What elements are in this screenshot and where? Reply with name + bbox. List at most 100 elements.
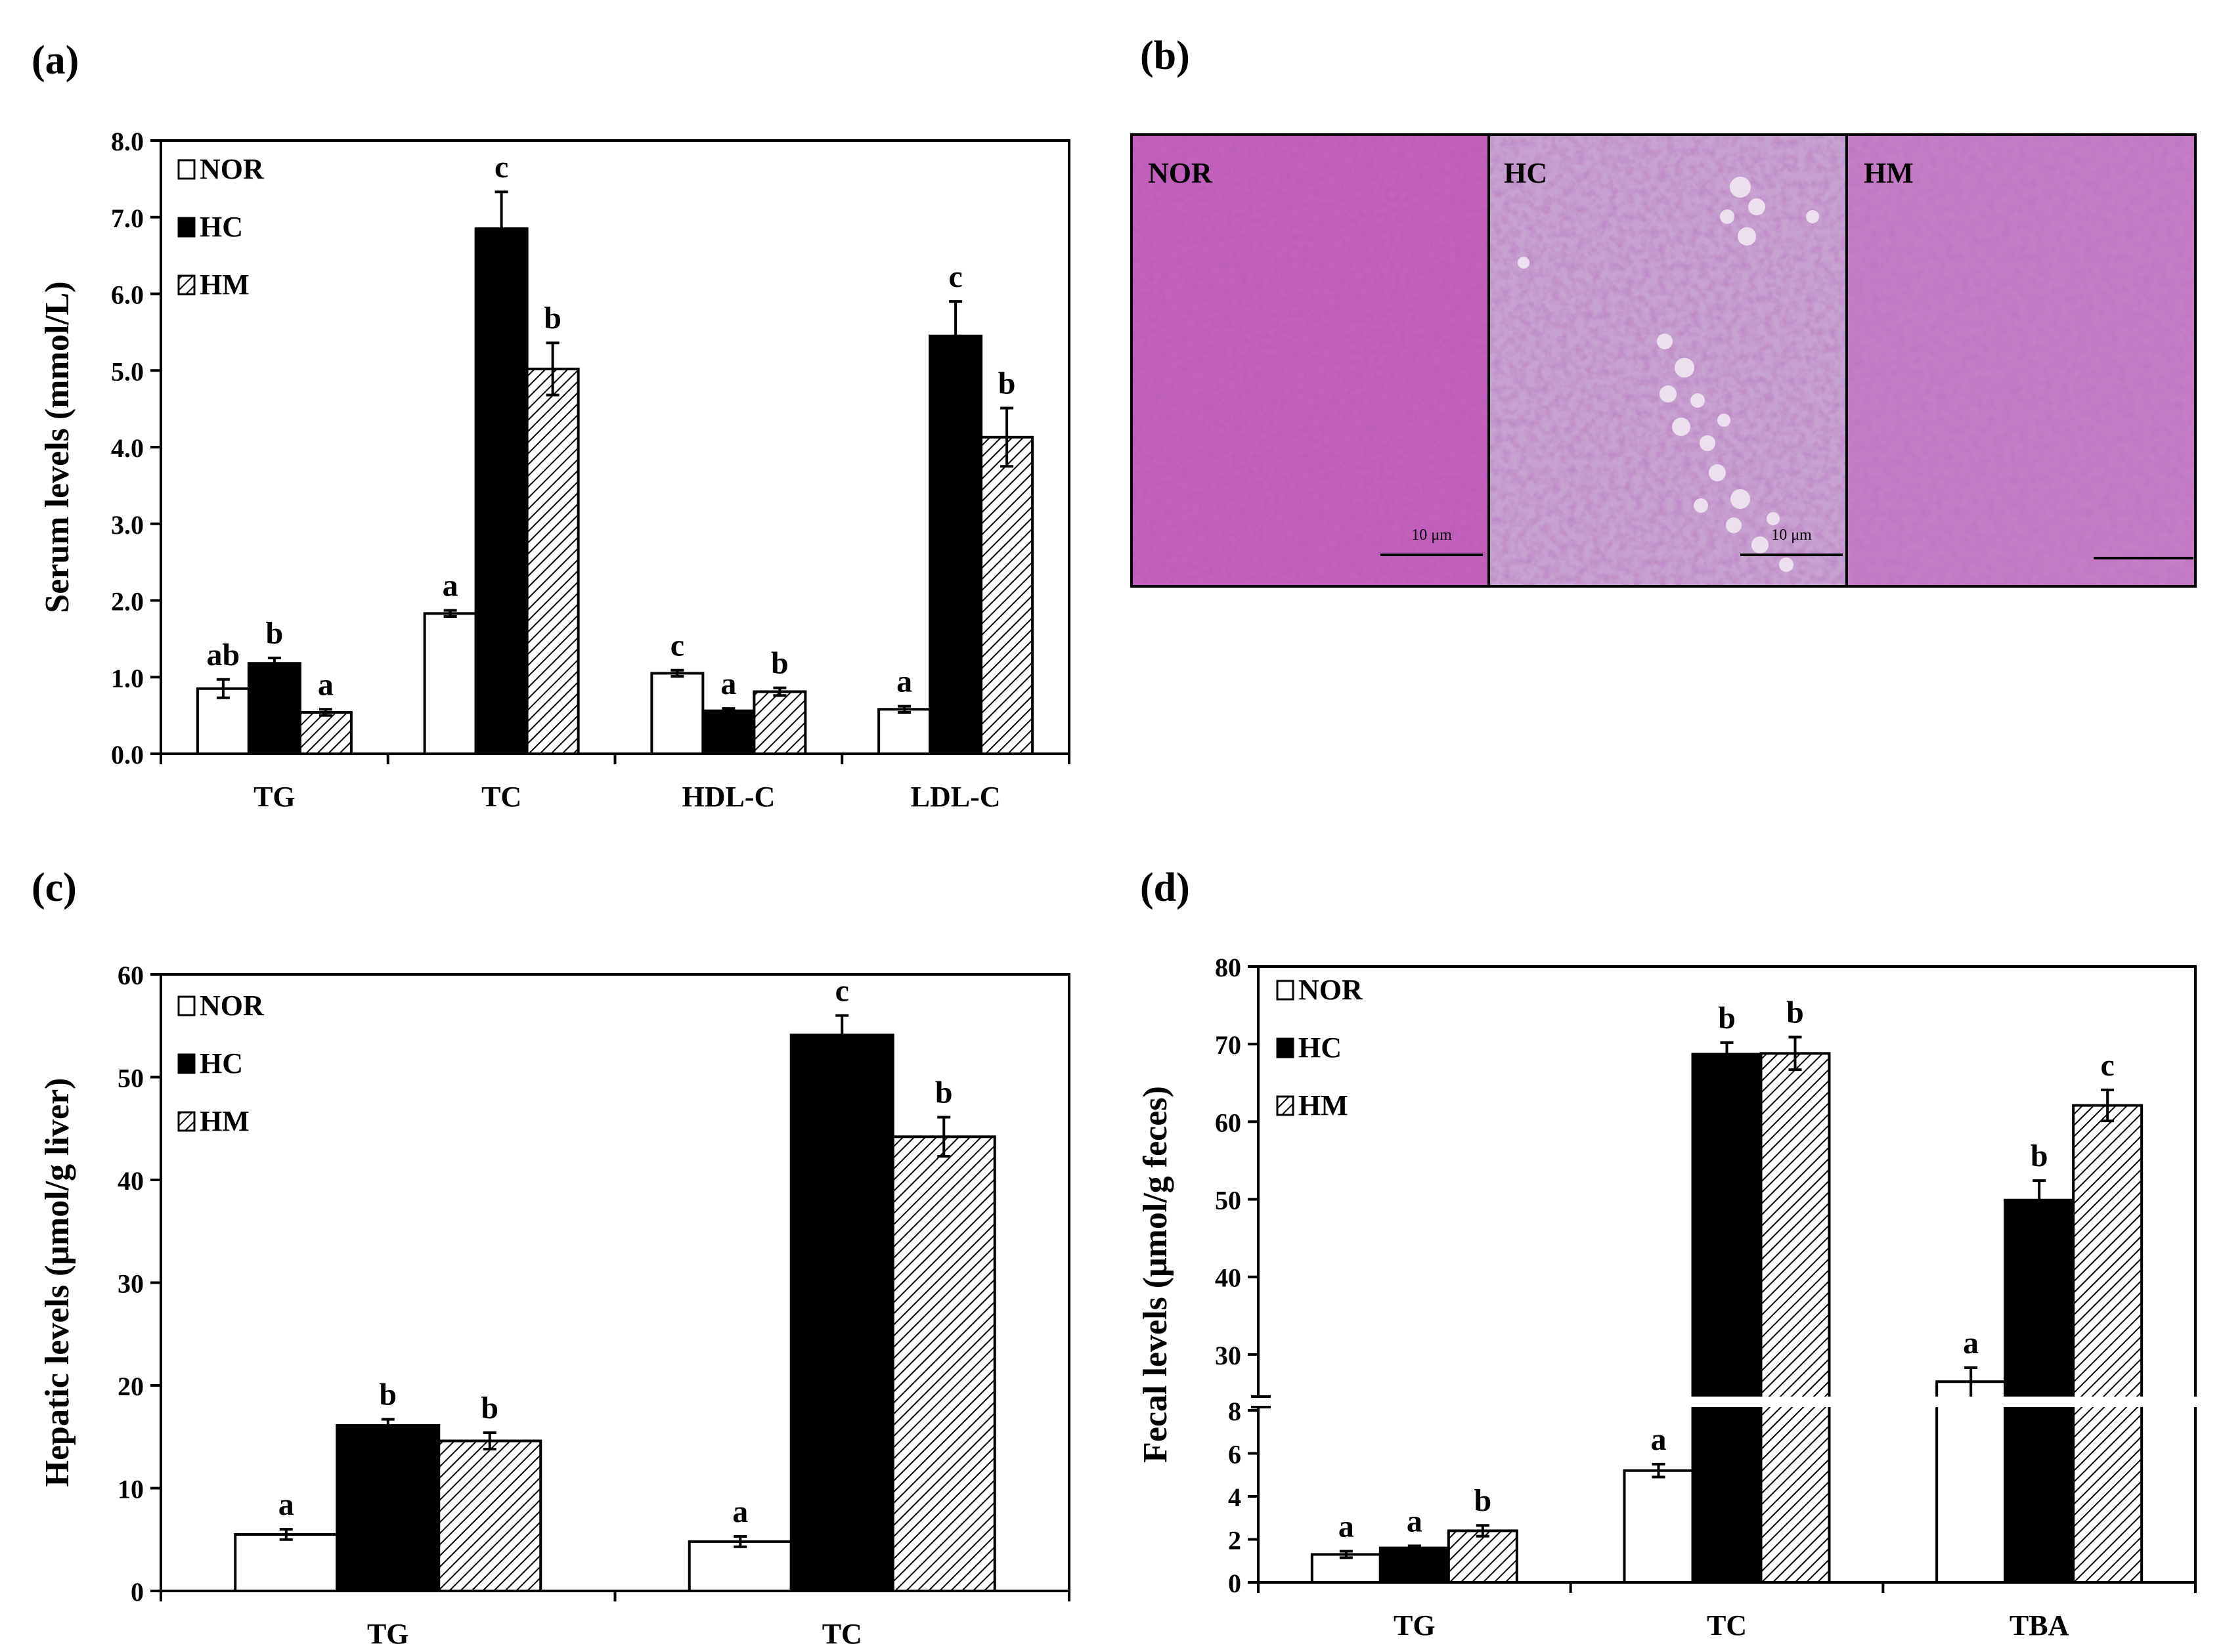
legend-swatch-hc xyxy=(177,217,196,238)
legend-label-nor: NOR xyxy=(1298,974,1363,1006)
significance-letter: a xyxy=(732,1494,748,1529)
bar-nor xyxy=(688,1540,793,1592)
legend-swatch-hm xyxy=(177,1111,196,1132)
panel-label-c: (c) xyxy=(32,865,77,910)
lipid-droplets xyxy=(1518,177,1819,572)
y-tick-label: 4.0 xyxy=(111,433,144,463)
significance-letter: b xyxy=(544,301,561,336)
y-tick-label: 8.0 xyxy=(111,127,144,156)
significance-letter: ab xyxy=(207,638,240,672)
legend-swatch-nor xyxy=(177,995,196,1016)
y-tick-label: 40 xyxy=(118,1166,144,1196)
y-tick-label: 2 xyxy=(1228,1526,1241,1555)
x-tick-label: TG xyxy=(1394,1609,1436,1641)
y-tick-label: 20 xyxy=(118,1372,144,1401)
bar-hm xyxy=(980,435,1034,755)
significance-letter: c xyxy=(495,150,508,185)
x-tick-label: TG xyxy=(367,1618,409,1650)
legend-swatch-nor xyxy=(1276,980,1294,1001)
histology-panel: NOR 10 μm HC 10 μm HM xyxy=(1130,133,2197,588)
bar-hm xyxy=(753,690,807,755)
y-tick-label: 10 xyxy=(118,1475,144,1504)
y-tick-label: 0 xyxy=(131,1577,144,1607)
bar-hc xyxy=(474,227,529,755)
histology-hc-scale-text: 10 μm xyxy=(1771,527,1812,544)
legend-label-hm: HM xyxy=(200,269,250,301)
significance-letter: a xyxy=(1963,1326,1979,1360)
chart-d-ylabel: Fecal levels (μmol/g feces) xyxy=(1137,1086,1174,1463)
significance-letter: c xyxy=(948,259,962,294)
legend-swatch-nor xyxy=(177,159,196,180)
histology-hc-image: HC 10 μm xyxy=(1489,135,1847,586)
legend-swatch-hm xyxy=(177,274,196,295)
significance-letter: b xyxy=(998,366,1016,401)
significance-letter: b xyxy=(379,1378,397,1412)
legend-swatch-hc xyxy=(177,1053,196,1074)
histology-nor-image: NOR 10 μm xyxy=(1132,135,1489,586)
y-tick-label: 60 xyxy=(1215,1108,1241,1137)
significance-letter: a xyxy=(278,1487,294,1522)
x-tick-label: TC xyxy=(1707,1609,1747,1641)
y-tick-label: 80 xyxy=(1215,953,1241,982)
y-tick-label: 6.0 xyxy=(111,280,144,310)
histology-nor-label: NOR xyxy=(1148,157,1213,189)
bar-hc xyxy=(247,662,301,755)
significance-letter: b xyxy=(481,1391,498,1425)
significance-letter: a xyxy=(896,664,912,699)
y-tick-label: 7.0 xyxy=(111,204,144,233)
significance-letter: a xyxy=(1407,1504,1422,1538)
y-tick-label: 30 xyxy=(1215,1341,1241,1370)
significance-letter: b xyxy=(1718,1001,1736,1035)
bar-nor xyxy=(1935,1380,2007,1584)
panel-label-a: (a) xyxy=(32,38,79,83)
legend-swatch-hc xyxy=(1276,1037,1294,1058)
significance-letter: b xyxy=(771,646,789,681)
bar-hm xyxy=(891,1135,996,1592)
significance-letter: a xyxy=(1651,1422,1667,1457)
x-tick-label: LDL-C xyxy=(911,781,1001,813)
y-tick-label: 0 xyxy=(1228,1569,1241,1598)
significance-letter: b xyxy=(1474,1483,1491,1518)
y-tick-label: 40 xyxy=(1215,1263,1241,1293)
y-tick-label: 4 xyxy=(1228,1483,1241,1512)
legend-label-nor: NOR xyxy=(200,989,265,1022)
x-tick-label: HDL-C xyxy=(682,781,775,813)
significance-letter: a xyxy=(443,569,458,603)
y-tick-label: 8 xyxy=(1228,1397,1241,1426)
x-tick-label: TBA xyxy=(2010,1609,2069,1641)
bar-hm xyxy=(1447,1529,1518,1584)
significance-letter: a xyxy=(318,667,334,702)
panel-label-d: (d) xyxy=(1140,865,1190,910)
legend-label-hc: HC xyxy=(200,211,243,243)
significance-letter: a xyxy=(1338,1510,1354,1544)
bar-hc xyxy=(2004,1198,2075,1584)
bar-nor xyxy=(423,612,477,755)
bar-nor xyxy=(196,687,250,755)
y-tick-label: 70 xyxy=(1215,1030,1241,1060)
y-tick-label: 2.0 xyxy=(111,587,144,617)
y-tick-label: 5.0 xyxy=(111,357,144,386)
significance-letter: c xyxy=(671,628,684,663)
chart-c-ylabel: Hepatic levels (μmol/g liver) xyxy=(39,1078,76,1487)
significance-letter: c xyxy=(835,974,849,1009)
bar-hm xyxy=(525,367,580,755)
bar-hc xyxy=(789,1033,894,1592)
x-tick-label: TG xyxy=(253,781,296,813)
significance-letter: c xyxy=(2101,1048,2115,1083)
histology-hm-label: HM xyxy=(1864,157,1914,189)
y-tick-label: 50 xyxy=(118,1064,144,1093)
bar-hm xyxy=(1759,1052,1831,1584)
bar-nor xyxy=(877,708,932,756)
legend-label-hm: HM xyxy=(1298,1089,1348,1121)
bar-hc xyxy=(1378,1546,1450,1584)
y-tick-label: 1.0 xyxy=(111,663,144,693)
bar-hc xyxy=(701,709,756,755)
y-tick-label: 6 xyxy=(1228,1440,1241,1469)
legend-label-hm: HM xyxy=(200,1105,250,1137)
bar-hm xyxy=(298,710,353,755)
panel-label-b: (b) xyxy=(1140,33,1190,78)
legend-label-nor: NOR xyxy=(200,153,265,185)
bar-hm xyxy=(437,1439,542,1593)
y-tick-label: 30 xyxy=(118,1269,144,1299)
y-tick-label: 50 xyxy=(1215,1186,1241,1215)
